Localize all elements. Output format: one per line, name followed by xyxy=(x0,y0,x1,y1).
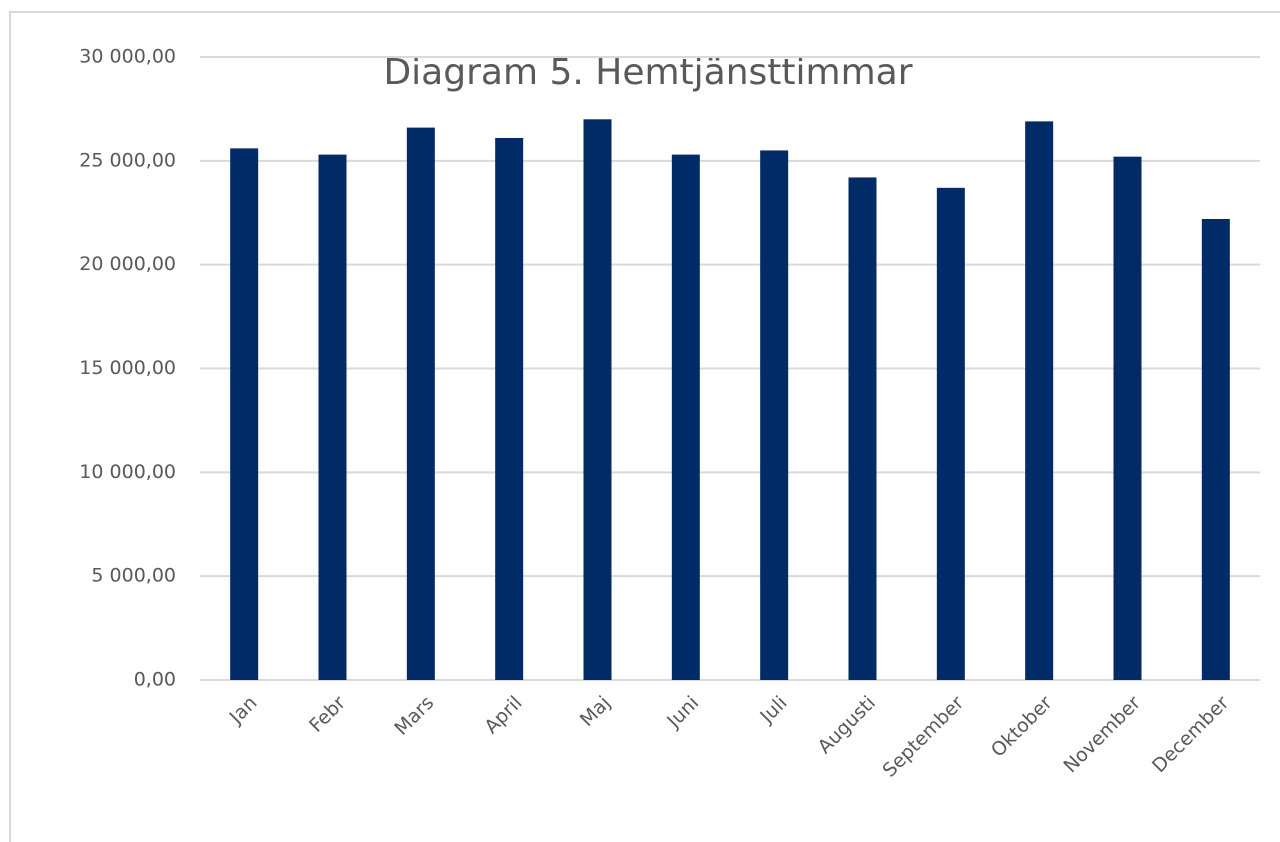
y-tick-label: 25 000,00 xyxy=(79,149,176,171)
bar xyxy=(936,187,965,680)
bar xyxy=(583,119,612,681)
bar xyxy=(1025,121,1054,681)
x-tick-label: Maj xyxy=(576,692,615,731)
x-tick-label: Oktober xyxy=(987,692,1057,762)
bar xyxy=(406,127,435,680)
x-tick-label: Juli xyxy=(755,692,791,728)
x-tick-label: Mars xyxy=(390,692,438,740)
y-tick-label: 15 000,00 xyxy=(79,357,176,379)
x-tick-label: Juni xyxy=(662,692,703,733)
x-tick-label: Augusti xyxy=(814,692,880,758)
bar xyxy=(671,154,700,680)
chart-frame xyxy=(9,11,1280,842)
x-tick-label: April xyxy=(480,692,526,738)
x-tick-label: December xyxy=(1148,692,1233,777)
x-tick-label: September xyxy=(878,692,968,782)
y-tick-label: 0,00 xyxy=(134,669,176,691)
y-tick-label: 20 000,00 xyxy=(79,253,176,275)
bar xyxy=(230,148,259,680)
y-tick-label: 5 000,00 xyxy=(91,565,176,587)
bar xyxy=(1113,156,1142,680)
x-tick-label: Jan xyxy=(225,692,262,729)
y-tick-label: 10 000,00 xyxy=(79,461,176,483)
y-tick-label: 30 000,00 xyxy=(79,46,176,68)
bar xyxy=(318,154,347,680)
bar xyxy=(495,137,524,681)
bar xyxy=(848,177,877,681)
x-tick-label: November xyxy=(1059,692,1145,778)
chart-title: Diagram 5. Hemtjänsttimmar xyxy=(383,52,912,93)
bar xyxy=(1201,218,1230,681)
x-tick-label: Febr xyxy=(305,692,350,737)
bar xyxy=(760,150,789,680)
